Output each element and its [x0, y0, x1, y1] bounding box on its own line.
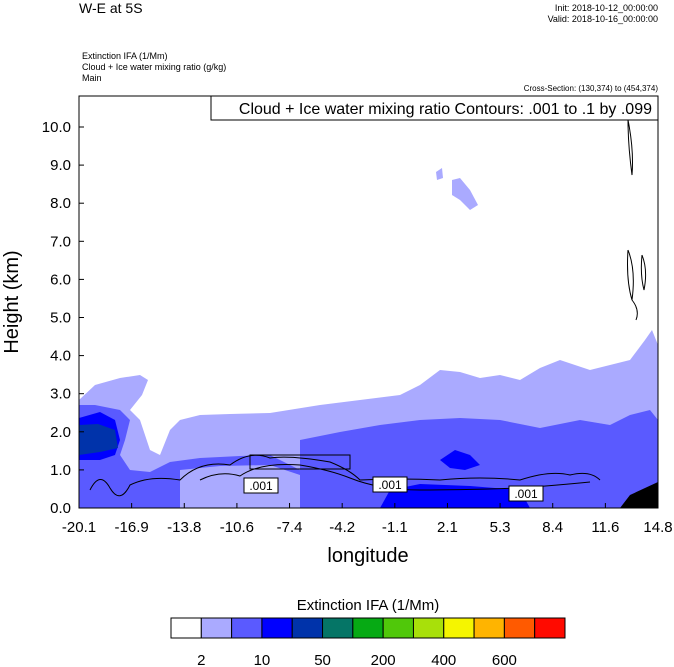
colorbar-swatch — [503, 617, 536, 639]
colorbar-title: Extinction IFA (1/Mm) — [297, 597, 440, 614]
contour-box — [249, 454, 351, 470]
y-tick-label: 3.0 — [50, 386, 71, 403]
colorbar-swatch — [443, 617, 475, 639]
colorbar-label: 2 — [197, 652, 205, 667]
colorbar-swatch — [322, 617, 354, 639]
fill-level-3c — [440, 450, 480, 470]
field-label-2: Cloud + Ice water mixing ratio (g/kg) — [82, 62, 226, 72]
y-tick-label: 0.0 — [50, 500, 71, 517]
fill-level-1-patch-2 — [436, 168, 443, 180]
y-axis-label: Height (km) — [1, 250, 23, 353]
y-tick-label: 7.0 — [50, 233, 71, 250]
y-tick-label: 5.0 — [50, 310, 71, 327]
x-tick-label: -1.1 — [382, 519, 408, 536]
field-label-3: Main — [82, 73, 102, 83]
x-tick-label: 8.4 — [542, 519, 563, 536]
contour-line — [89, 454, 601, 497]
x-tick-label: 2.1 — [437, 519, 458, 536]
y-axis: 0.0 1.0 2.0 3.0 4.0 5.0 6.0 7.0 8.0 9.0 10.0 — [42, 119, 84, 517]
colorbar-swatch — [170, 617, 202, 639]
contour-label: .001 — [514, 487, 538, 501]
colorbar-swatch — [261, 617, 293, 639]
colorbar-swatch — [412, 617, 445, 639]
contour-info: Cloud + Ice water mixing ratio Contours:… — [239, 101, 652, 118]
cross-section-label: Cross-Section: (130,374) to (454,374) — [524, 84, 659, 93]
colorbar-swatch — [231, 617, 263, 639]
colorbar-label: 200 — [371, 652, 396, 667]
y-tick-label: 6.0 — [50, 271, 71, 288]
x-tick-label: 14.8 — [643, 519, 672, 536]
x-tick-label: 11.6 — [591, 519, 619, 536]
x-tick-label: -20.1 — [62, 519, 96, 536]
x-tick-label: 5.3 — [490, 519, 511, 536]
colorbar-label: 10 — [254, 652, 271, 667]
colorbar: 2 10 50 200 400 600 — [170, 617, 566, 667]
plot-frame — [78, 95, 659, 509]
x-tick-label: -13.8 — [167, 519, 201, 536]
colorbar-swatch — [352, 617, 384, 639]
valid-time: Valid: 2018-10-16_00:00:00 — [548, 14, 658, 24]
colorbar-label: 600 — [492, 652, 517, 667]
contour-line — [627, 119, 633, 176]
field-label-1: Extinction IFA (1/Mm) — [82, 51, 168, 61]
x-axis: -20.1 -16.9 -13.8 -10.6 -7.4 -4.2 -1.1 2.1 5.3 8.… — [62, 503, 673, 536]
contour-line — [627, 249, 647, 321]
plot-fill — [79, 168, 658, 508]
x-tick-label: -7.4 — [277, 519, 303, 536]
y-tick-label: 2.0 — [50, 424, 71, 441]
colorbar-swatch — [291, 617, 324, 639]
colorbar-swatch — [534, 617, 566, 639]
y-tick-label: 8.0 — [50, 195, 71, 212]
x-tick-label: -16.9 — [115, 519, 149, 536]
contour-label: .001 — [378, 478, 402, 492]
title: W-E at 5S — [79, 0, 143, 16]
contour-label: .001 — [249, 479, 273, 493]
x-tick-label: -4.2 — [329, 519, 355, 536]
fill-level-dark — [620, 482, 658, 508]
fill-level-2-gap — [180, 465, 300, 508]
y-tick-label: 1.0 — [50, 462, 71, 479]
x-tick-label: -10.6 — [220, 519, 254, 536]
y-tick-label: 10.0 — [42, 119, 71, 136]
colorbar-label: 400 — [431, 652, 456, 667]
contour-labels: .001 .001 .001 — [243, 476, 544, 502]
init-time: Init: 2018-10-12_00:00:00 — [555, 3, 658, 13]
colorbar-swatch — [473, 617, 505, 639]
colorbar-swatch — [200, 617, 233, 639]
y-tick-label: 9.0 — [50, 157, 71, 174]
colorbar-swatch — [382, 617, 414, 639]
y-tick-label: 4.0 — [50, 348, 71, 365]
x-axis-label: longitude — [327, 545, 408, 567]
fill-level-4 — [79, 424, 118, 455]
colorbar-label: 50 — [314, 652, 331, 667]
fill-level-1-patch — [452, 178, 478, 210]
